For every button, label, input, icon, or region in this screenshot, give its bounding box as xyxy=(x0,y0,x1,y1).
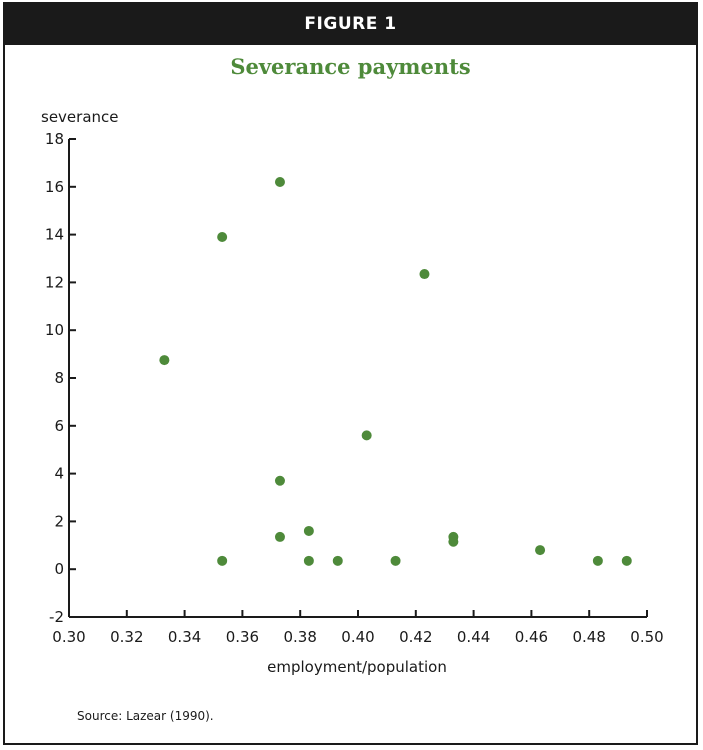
y-tick-label: -2 xyxy=(49,608,64,626)
data-point xyxy=(275,177,285,187)
y-axis-label: severance xyxy=(41,108,119,126)
data-point xyxy=(419,269,429,279)
data-point xyxy=(535,545,545,555)
data-point xyxy=(217,232,227,242)
x-tick-label: 0.34 xyxy=(168,628,201,646)
data-point xyxy=(275,476,285,486)
data-point xyxy=(448,537,458,547)
data-point xyxy=(304,526,314,536)
y-tick-label: 6 xyxy=(54,417,64,435)
y-tick-label: 2 xyxy=(54,512,64,530)
y-tick-label: 12 xyxy=(45,273,64,291)
y-tick-label: 10 xyxy=(45,321,64,339)
x-tick-label: 0.44 xyxy=(457,628,490,646)
data-point xyxy=(622,556,632,566)
y-tick-label: 14 xyxy=(45,226,64,244)
x-tick-label: 0.42 xyxy=(399,628,432,646)
data-point xyxy=(217,556,227,566)
data-point xyxy=(159,355,169,365)
x-tick-label: 0.48 xyxy=(572,628,605,646)
data-point xyxy=(593,556,603,566)
y-tick-label: 4 xyxy=(54,465,64,483)
x-tick-label: 0.50 xyxy=(630,628,663,646)
data-point xyxy=(304,556,314,566)
y-tick-label: 18 xyxy=(45,130,64,148)
x-tick-label: 0.30 xyxy=(52,628,85,646)
x-tick-label: 0.46 xyxy=(515,628,548,646)
x-tick-label: 0.38 xyxy=(283,628,316,646)
x-tick-label: 0.32 xyxy=(110,628,143,646)
data-point xyxy=(362,430,372,440)
x-tick-label: 0.40 xyxy=(341,628,374,646)
y-tick-label: 16 xyxy=(45,178,64,196)
x-axis-label: employment/population xyxy=(267,658,447,676)
y-tick-label: 8 xyxy=(54,369,64,387)
data-point xyxy=(275,532,285,542)
x-tick-label: 0.36 xyxy=(226,628,259,646)
y-tick-label: 0 xyxy=(54,560,64,578)
data-point xyxy=(333,556,343,566)
data-point xyxy=(391,556,401,566)
